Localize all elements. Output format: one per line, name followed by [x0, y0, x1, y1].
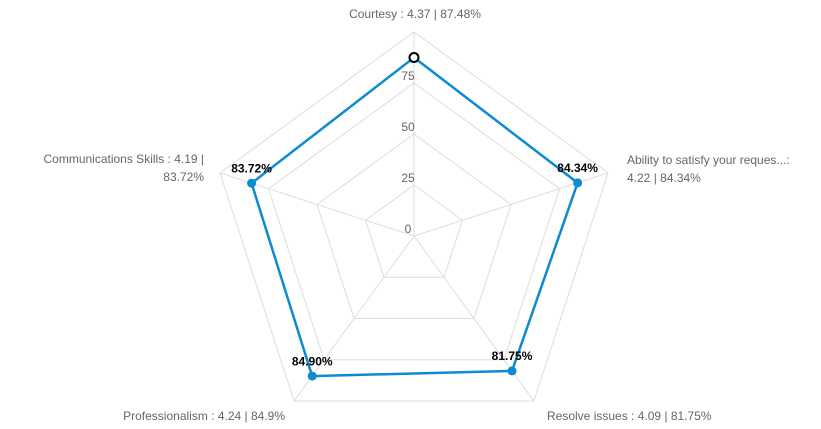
series-line: [250, 55, 580, 378]
category-label: 83.72%: [163, 170, 204, 184]
point-marker: [307, 371, 317, 381]
data-label: 81.75%: [492, 349, 533, 363]
data-label: 84.90%: [292, 354, 333, 368]
point-marker: [573, 178, 583, 188]
y-tick-label: 75: [401, 69, 415, 83]
point-marker: [507, 366, 517, 376]
category-label: Courtesy : 4.37 | 87.48%: [349, 7, 481, 21]
data-label: 84.34%: [557, 161, 598, 175]
grid-ring: [267, 82, 561, 361]
category-label: Communications Skills : 4.19 |: [43, 152, 204, 166]
y-tick-label: 25: [401, 171, 415, 185]
grid-ring: [364, 184, 464, 278]
y-tick-label: 50: [401, 120, 415, 134]
category-label: Resolve issues : 4.09 | 81.75%: [547, 409, 712, 423]
point-marker: [408, 52, 420, 64]
y-tick-label: 0: [405, 222, 412, 236]
category-label: Professionalism : 4.24 | 84.9%: [123, 409, 285, 423]
category-label: 4.22 | 84.34%: [627, 171, 701, 185]
grid-ring: [316, 133, 512, 320]
grid-frame: [219, 31, 609, 402]
point-marker: [247, 178, 257, 188]
category-label: Ability to satisfy your reques...:: [627, 153, 790, 167]
data-label: 83.72%: [231, 161, 272, 175]
